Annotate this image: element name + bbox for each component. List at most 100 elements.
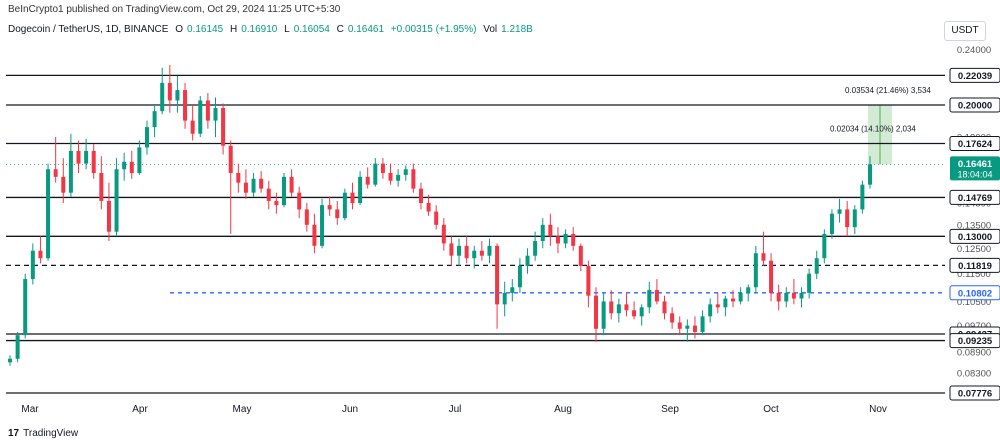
candle-body — [784, 292, 789, 302]
open-value: 0.16145 — [187, 24, 224, 35]
candle-body — [266, 188, 271, 201]
level-price-label — [949, 189, 1000, 205]
x-tick-label: May — [233, 404, 252, 415]
candle-body — [586, 265, 591, 296]
candle-body — [281, 176, 286, 206]
candle-body — [373, 163, 378, 185]
candle-body — [632, 310, 637, 317]
candle-body — [692, 325, 697, 332]
candle-body — [708, 304, 713, 317]
candle-body — [320, 205, 325, 246]
candle-body — [571, 233, 576, 246]
level-price-label — [949, 333, 1000, 349]
candle-body — [845, 209, 850, 228]
candle-body — [289, 176, 294, 193]
candle-body — [53, 169, 58, 177]
candle-body — [670, 313, 675, 323]
currency-selector[interactable]: USDT — [944, 21, 986, 41]
candle-body — [487, 245, 492, 256]
candle-body — [68, 150, 73, 193]
candle-body — [525, 255, 530, 266]
candle-body — [114, 169, 119, 232]
candle-body — [502, 292, 507, 305]
candle-body — [76, 150, 81, 164]
candle-body — [715, 304, 720, 308]
candle-body — [654, 290, 659, 302]
candle-body — [46, 169, 51, 259]
candle-body — [609, 301, 614, 314]
level-price-label — [949, 385, 1000, 401]
current-price-value: 0.16461 — [958, 159, 993, 170]
candle-body — [251, 178, 256, 193]
high-value: 0.16910 — [241, 24, 278, 35]
level-price-label — [949, 285, 1000, 301]
candle-body — [723, 298, 728, 308]
candle-body — [731, 298, 736, 302]
candle-body — [418, 188, 423, 204]
measure-annotation: 0.03534 (21.46%) 3,534 — [845, 86, 931, 95]
published-by: BeInCrypto1 published on TradingView.com… — [8, 4, 341, 15]
candle-body — [860, 184, 865, 210]
candle-body — [380, 163, 385, 174]
candle-body — [160, 82, 165, 112]
candle-body — [312, 224, 317, 246]
candle-body — [91, 150, 96, 174]
candle-body — [8, 358, 12, 363]
level-price-text: 0.07776 — [958, 389, 992, 400]
level-price-text: 0.11819 — [958, 261, 992, 272]
candle-body — [464, 245, 469, 259]
candle-body — [30, 250, 35, 280]
candle-body — [814, 258, 819, 274]
y-tick-label: 0.10500 — [957, 297, 991, 308]
candle-body — [822, 233, 827, 259]
candle-body — [38, 250, 43, 259]
candle-body — [190, 120, 195, 134]
candle-body — [99, 173, 104, 201]
x-tick-label: Nov — [869, 404, 887, 415]
candle-body — [540, 224, 545, 242]
low-label: L — [284, 24, 290, 35]
level-price-text: 0.10802 — [958, 288, 992, 299]
candle-body — [829, 213, 834, 234]
candle-body — [137, 147, 142, 174]
level-price-label — [949, 67, 1000, 83]
candle-body — [457, 245, 462, 256]
candle-body — [449, 243, 454, 256]
low-value: 0.16054 — [293, 24, 330, 35]
volume-value: 1.218B — [501, 24, 533, 35]
level-price-text: 0.17624 — [958, 139, 993, 150]
candle-body — [555, 236, 560, 244]
x-tick-label: Mar — [21, 404, 39, 415]
candle-body — [304, 209, 309, 225]
open-label: O — [175, 24, 184, 35]
candle-body — [327, 205, 332, 210]
current-price-label — [950, 156, 1000, 181]
candle-body — [753, 253, 758, 288]
candle-body — [243, 182, 248, 193]
candle-body — [624, 304, 629, 311]
candle-body — [685, 325, 690, 329]
candle-body — [761, 253, 766, 261]
candle-body — [23, 279, 28, 336]
level-price-text: 0.14769 — [958, 193, 992, 204]
level-price-text: 0.13000 — [958, 232, 992, 243]
candle-body — [15, 335, 20, 359]
x-tick-label: Oct — [763, 404, 779, 415]
candle-body — [297, 192, 302, 210]
tradingview-logo-text: TradingView — [23, 428, 79, 439]
candle-body — [510, 287, 515, 293]
measure-annotation: 0.02034 (14.10%) 2,034 — [830, 125, 916, 134]
candle-body — [205, 100, 210, 121]
candle-body — [662, 301, 667, 314]
candle-body — [221, 108, 226, 146]
candle-body — [594, 295, 599, 329]
candle-body — [677, 322, 682, 329]
candle-body — [791, 292, 796, 299]
candle-body — [198, 100, 203, 134]
candle-body — [434, 211, 439, 225]
symbol-info-line: Dogecoin / TetherUS, 1D, BINANCE O 0.1614… — [8, 24, 537, 35]
candle-body — [700, 316, 705, 332]
candle-body — [61, 176, 66, 193]
candle-body — [852, 209, 857, 228]
